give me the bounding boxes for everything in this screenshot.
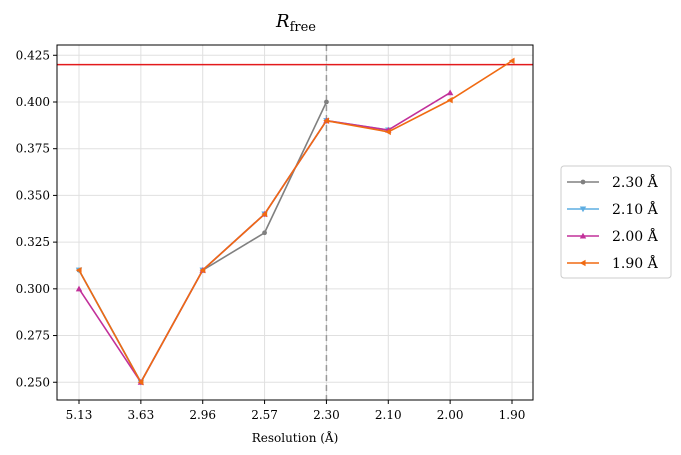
data-point: [385, 128, 391, 136]
x-tick-label: 2.30: [313, 408, 340, 422]
legend-frame: [560, 165, 672, 279]
legend-marker: [579, 232, 587, 239]
chart-title: Rfree: [275, 11, 316, 35]
x-tick-label: 2.10: [375, 408, 402, 422]
legend-item: 2.10 Å: [567, 200, 659, 218]
series-group: [75, 57, 515, 386]
data-point: [137, 379, 144, 386]
data-point: [262, 230, 267, 236]
data-point: [446, 96, 453, 104]
data-point: [508, 57, 515, 65]
plot-frame: [56, 44, 534, 401]
y-tick-label: 0.300: [16, 282, 50, 296]
legend-marker: [579, 206, 587, 213]
y-tick-label: 0.275: [16, 329, 50, 343]
x-tick-label: 3.63: [127, 408, 154, 422]
data-point: [261, 210, 268, 218]
legend-label: 1.90 Å: [612, 254, 659, 272]
legend-label: 2.10 Å: [612, 200, 659, 218]
y-tick-label: 0.425: [16, 48, 50, 62]
legend-item: 2.30 Å: [567, 173, 659, 191]
x-tick-label: 2.57: [251, 408, 278, 422]
y-tick-label: 0.250: [16, 375, 50, 389]
data-point: [75, 266, 82, 274]
y-tick-label: 0.375: [16, 142, 50, 156]
series-line: [78, 60, 513, 384]
grid: [57, 45, 533, 400]
x-axis: 5.13 3.63 2.96 2.57 2.30 2.10 2.00 1.90: [66, 400, 526, 422]
x-tick-label: 2.00: [437, 408, 464, 422]
y-axis: 0.250 0.275 0.300 0.325 0.350 0.375 0.400 0.425: [16, 48, 57, 389]
x-tick-label: 2.96: [189, 408, 216, 422]
data-point: [446, 89, 454, 96]
legend-marker: [580, 179, 586, 185]
y-tick-label: 0.400: [16, 95, 50, 109]
data-point: [323, 117, 329, 124]
x-tick-label: 1.90: [499, 408, 526, 422]
series-190: [75, 57, 515, 386]
x-tick-label: 5.13: [66, 408, 93, 422]
legend-marker: [579, 259, 586, 267]
x-axis-label: Resolution (Å): [252, 430, 339, 445]
reference-lines: [57, 45, 533, 400]
data-point: [199, 266, 206, 274]
legend-item: 2.00 Å: [567, 227, 659, 245]
legend-label: 2.30 Å: [612, 173, 659, 191]
legend-label: 2.00 Å: [612, 227, 659, 245]
legend-item: 1.90 Å: [567, 254, 659, 272]
data-point: [75, 285, 83, 292]
data-point: [324, 99, 329, 105]
y-tick-label: 0.325: [16, 235, 50, 249]
y-tick-label: 0.350: [16, 188, 50, 202]
legend: 2.30 Å 2.10 Å 2.00 Å 1.90 Å: [560, 165, 672, 279]
